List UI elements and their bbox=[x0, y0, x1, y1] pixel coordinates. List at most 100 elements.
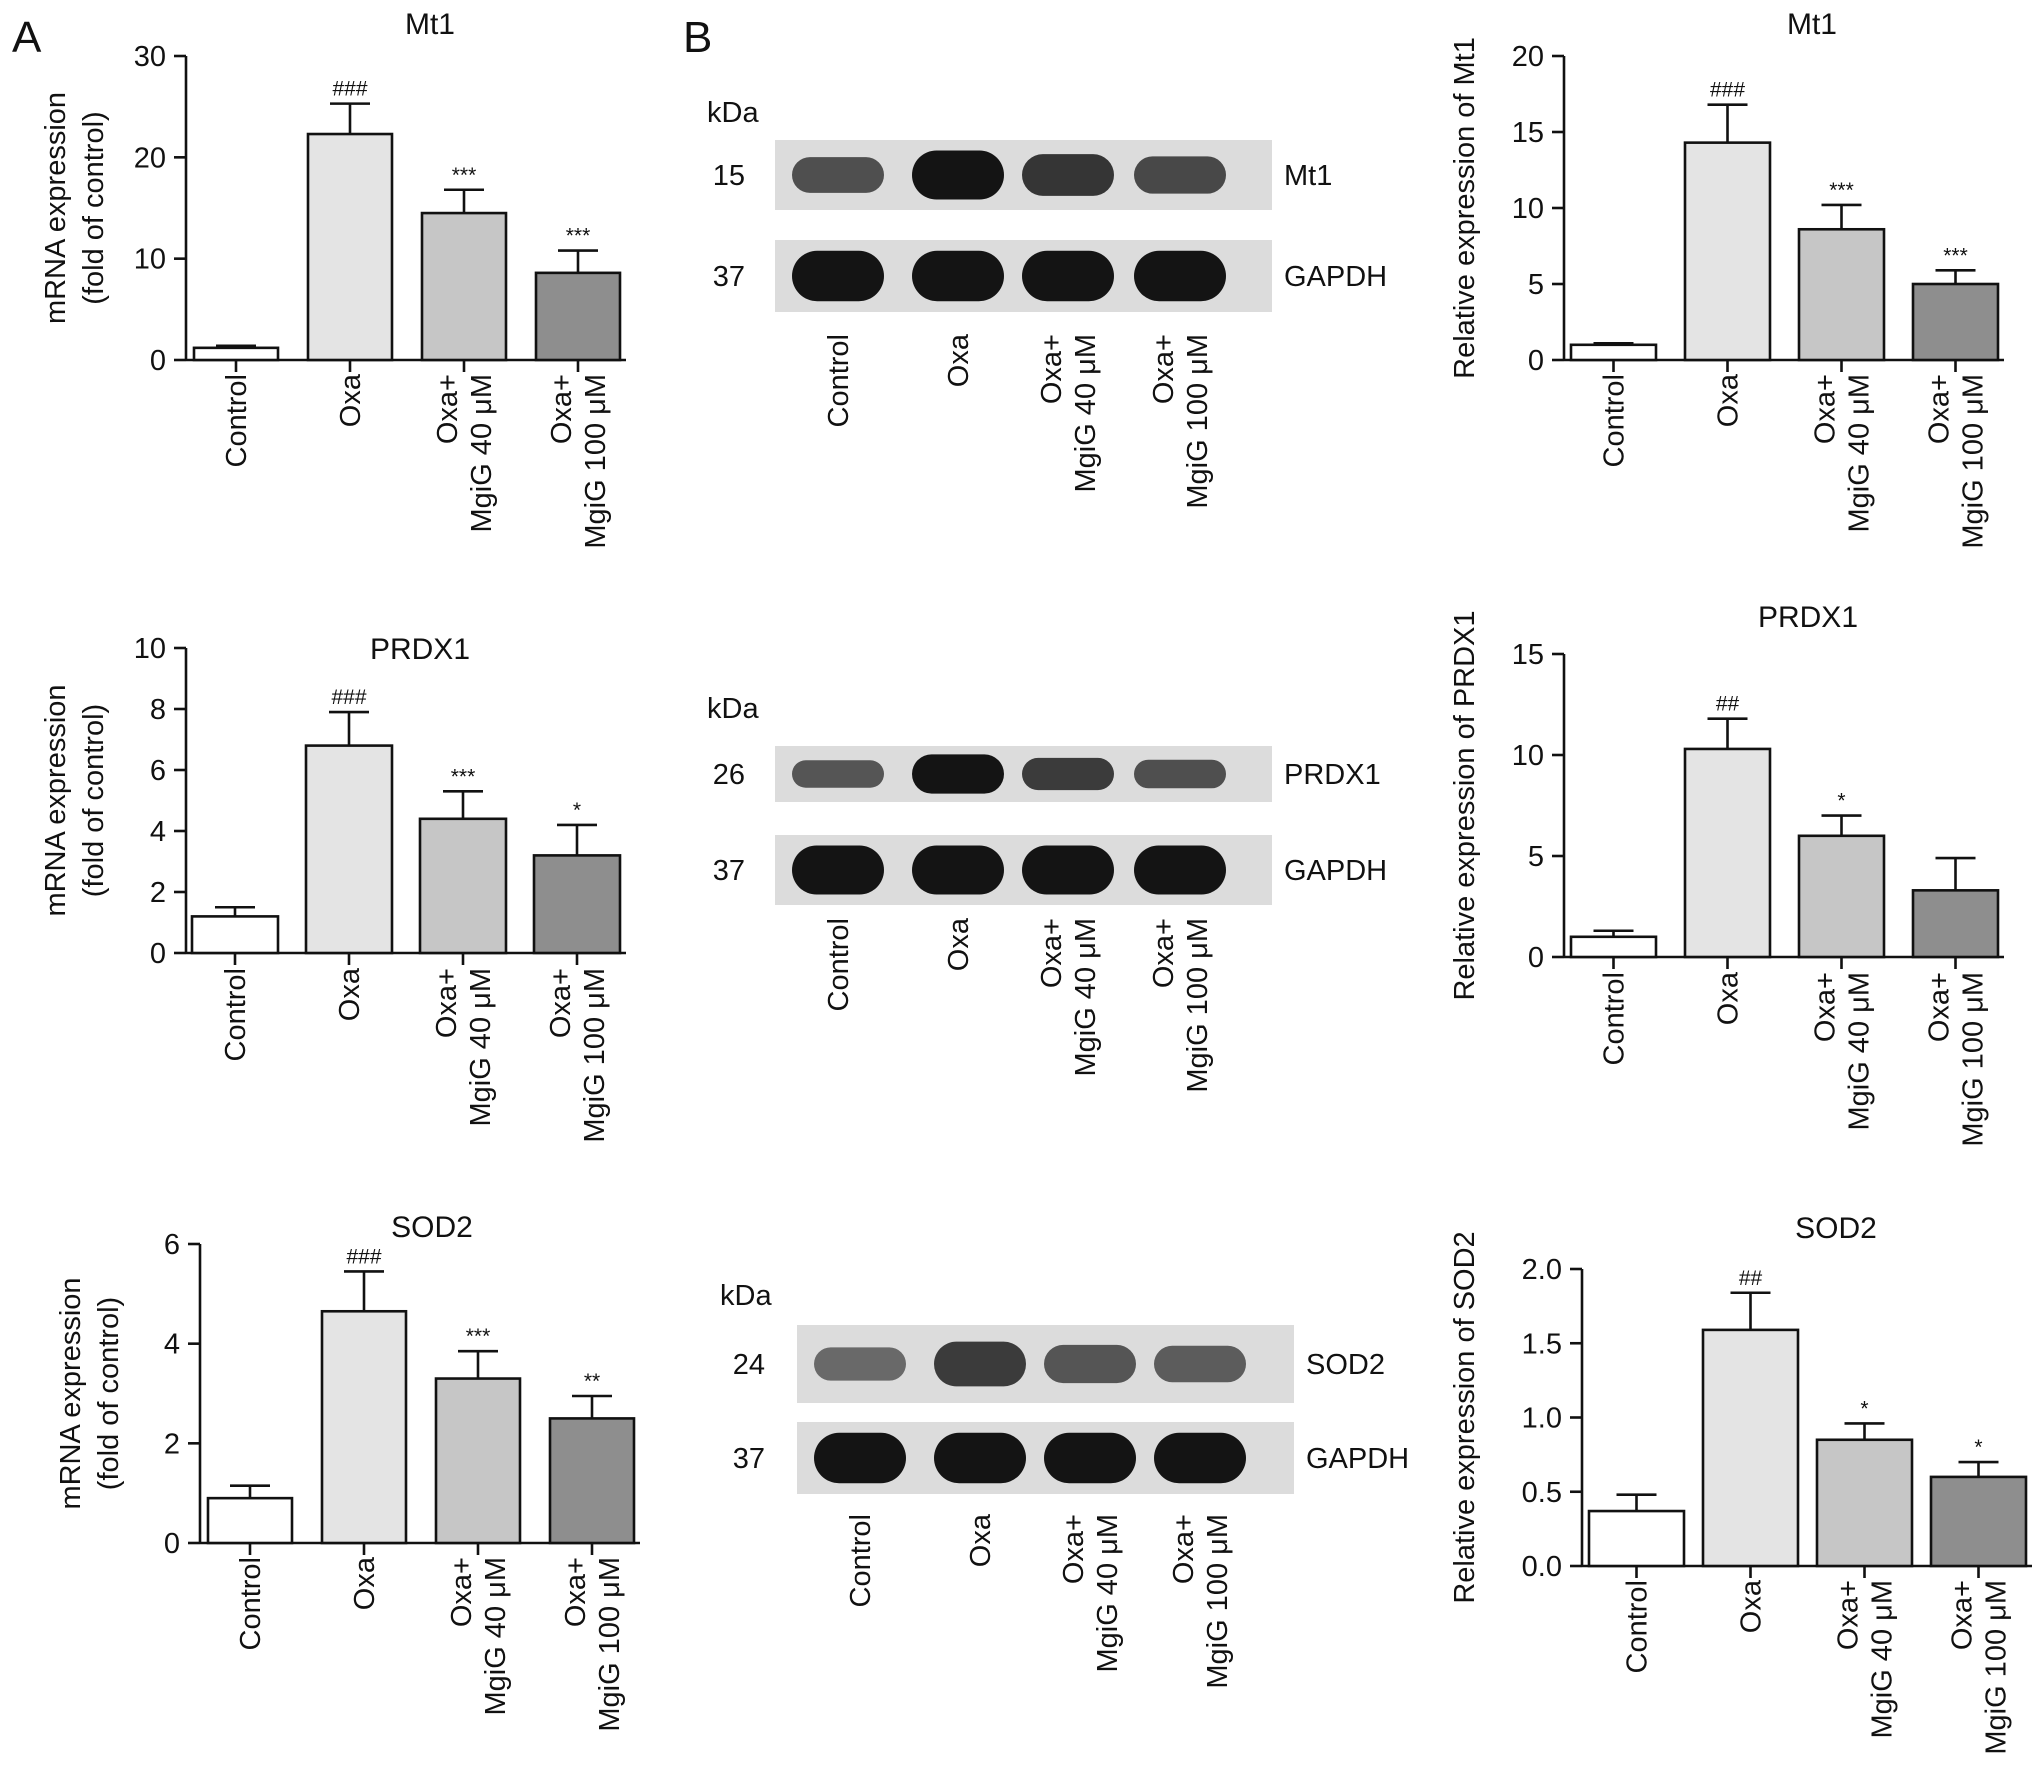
significance-label: *** bbox=[451, 765, 476, 788]
blot-row-prdx1: 26 PRDX1 bbox=[713, 746, 1381, 802]
blot-band bbox=[814, 1347, 906, 1381]
bar-chart-3: SOD2 mRNA expression (fold of control) 0 2 4 6… bbox=[55, 1211, 640, 1732]
x-tick-label: Oxa bbox=[334, 967, 366, 1021]
bar-2 bbox=[304, 744, 394, 955]
kda-marker: 24 bbox=[733, 1349, 765, 1381]
y-axis-label: mRNA expression bbox=[40, 92, 72, 324]
x-tick-label: Oxa+ bbox=[432, 374, 464, 444]
blot-band bbox=[1134, 845, 1226, 895]
y-axis-label: Relative expression of SOD2 bbox=[1449, 1231, 1481, 1603]
y-tick-label: 10 bbox=[1512, 740, 1544, 772]
x-tick-label: MgiG 100 μM bbox=[579, 968, 611, 1143]
bar-4 bbox=[1911, 889, 2000, 959]
kda-label: kDa bbox=[707, 693, 759, 725]
x-tick-label: MgiG 40 μM bbox=[1844, 374, 1876, 533]
x-tick-label: Control bbox=[1599, 972, 1631, 1066]
x-tick-label: Oxa bbox=[1713, 971, 1745, 1025]
x-tick-label: Oxa bbox=[335, 373, 367, 427]
kda-marker: 37 bbox=[713, 261, 745, 293]
significance-label: ### bbox=[346, 1245, 381, 1268]
blot-band bbox=[1044, 1344, 1136, 1384]
bar-chart-2: PRDX1 mRNA expression (fold of control) 0 2 4… bbox=[40, 633, 626, 1143]
y-tick-label: 30 bbox=[134, 41, 166, 73]
significance-label: *** bbox=[1943, 244, 1968, 267]
bar-3 bbox=[1815, 1438, 1914, 1568]
y-tick-label: 10 bbox=[134, 244, 166, 276]
kda-label: kDa bbox=[707, 97, 759, 129]
lane-label: Control bbox=[823, 334, 855, 428]
y-tick-label: 15 bbox=[1512, 117, 1544, 149]
blot-band bbox=[1022, 845, 1114, 895]
y-axis-label: mRNA expression bbox=[40, 684, 72, 916]
y-tick-label: 6 bbox=[164, 1229, 180, 1261]
y-tick-label: 20 bbox=[1512, 41, 1544, 73]
significance-label: ### bbox=[331, 686, 366, 709]
x-tick-label: Control bbox=[235, 1557, 267, 1651]
chart-title: Mt1 bbox=[1787, 8, 1837, 41]
bar-4 bbox=[1929, 1475, 2028, 1568]
y-axis-label: (fold of control) bbox=[93, 1297, 125, 1490]
chart-title: Mt1 bbox=[405, 8, 455, 41]
y-axis-label: mRNA expression bbox=[55, 1277, 87, 1509]
blot-band bbox=[1134, 156, 1226, 194]
lane-label: Oxa+ bbox=[1058, 1514, 1090, 1584]
protein-label: SOD2 bbox=[1306, 1349, 1385, 1381]
bar-2 bbox=[306, 132, 394, 362]
significance-label: * bbox=[573, 799, 581, 822]
blot-band bbox=[1022, 757, 1114, 791]
significance-label: * bbox=[1860, 1397, 1868, 1420]
significance-label: ## bbox=[1739, 1267, 1763, 1290]
y-tick-label: 6 bbox=[150, 755, 166, 787]
x-tick-label: Oxa bbox=[1713, 373, 1745, 427]
x-tick-label: Oxa+ bbox=[431, 968, 463, 1038]
x-tick-label: Oxa+ bbox=[1810, 374, 1842, 444]
y-tick-label: 0 bbox=[164, 1528, 180, 1560]
bar-3 bbox=[434, 1377, 522, 1545]
bar-2 bbox=[1683, 141, 1772, 362]
y-tick-label: 5 bbox=[1528, 841, 1544, 873]
lane-label: MgiG 100 μM bbox=[1202, 1514, 1234, 1689]
x-tick-label: Oxa+ bbox=[446, 1557, 478, 1627]
blot-band bbox=[792, 845, 884, 895]
y-tick-label: 2 bbox=[150, 877, 166, 909]
y-axis-label: (fold of control) bbox=[78, 111, 110, 304]
x-tick-label: Control bbox=[220, 968, 252, 1062]
bar-chart-1: Mt1 mRNA expression (fold of control) 0 10 20… bbox=[40, 8, 626, 549]
blot-band bbox=[934, 1341, 1026, 1387]
significance-label: ### bbox=[332, 78, 367, 101]
lane-label: Oxa bbox=[943, 333, 975, 387]
significance-label: ** bbox=[584, 1370, 600, 1393]
lane-label: Oxa bbox=[943, 917, 975, 971]
lane-label: Oxa bbox=[965, 1513, 997, 1567]
lane-label: MgiG 100 μM bbox=[1182, 918, 1214, 1093]
bar-3 bbox=[1797, 227, 1886, 362]
x-tick-label: MgiG 40 μM bbox=[1844, 972, 1876, 1131]
blot-band bbox=[912, 845, 1004, 895]
y-tick-label: 20 bbox=[134, 142, 166, 174]
significance-label: *** bbox=[1829, 179, 1854, 202]
bar-2 bbox=[1683, 747, 1772, 959]
y-axis-label: Relative expression of PRDX1 bbox=[1449, 610, 1481, 1000]
significance-label: ### bbox=[1710, 79, 1745, 102]
x-tick-label: Oxa+ bbox=[1924, 374, 1956, 444]
lane-label: Oxa+ bbox=[1168, 1514, 1200, 1584]
lane-label: MgiG 40 μM bbox=[1092, 1514, 1124, 1673]
significance-label: * bbox=[1837, 790, 1845, 813]
protein-label: GAPDH bbox=[1284, 855, 1387, 887]
y-tick-label: 0.0 bbox=[1522, 1551, 1562, 1583]
bar-4 bbox=[548, 1417, 636, 1545]
blot-row-gapdh: 37 GAPDH bbox=[713, 835, 1387, 905]
y-tick-label: 15 bbox=[1512, 639, 1544, 671]
y-tick-label: 0 bbox=[150, 938, 166, 970]
y-tick-label: 1.5 bbox=[1522, 1328, 1562, 1360]
y-tick-label: 4 bbox=[164, 1329, 180, 1361]
protein-label: GAPDH bbox=[1284, 261, 1387, 293]
x-tick-label: MgiG 100 μM bbox=[1958, 374, 1990, 549]
lane-label: Oxa+ bbox=[1036, 918, 1068, 988]
y-tick-label: 0 bbox=[150, 345, 166, 377]
x-tick-label: Oxa+ bbox=[1810, 972, 1842, 1042]
bar-3 bbox=[418, 817, 508, 955]
lane-label: Control bbox=[845, 1514, 877, 1608]
